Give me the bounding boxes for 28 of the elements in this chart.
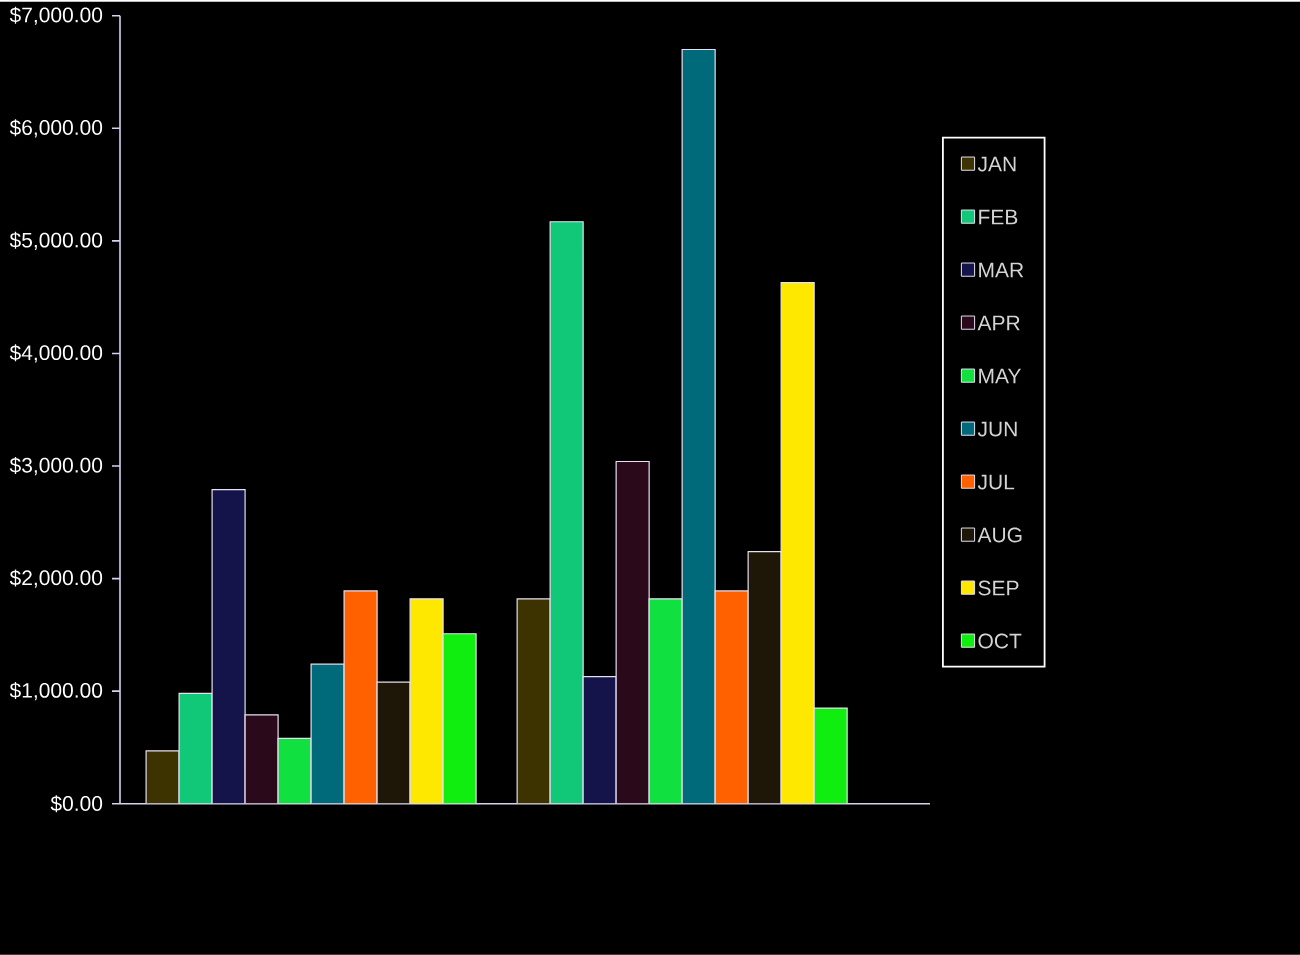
bar	[277, 737, 312, 804]
legend-label: MAY	[979, 368, 1021, 384]
legend-label: APR	[977, 315, 1020, 331]
y-tick-label: $0.00	[50, 795, 103, 813]
legend-label: SEP	[978, 580, 1019, 596]
y-tick-label: $1,000.00	[9, 682, 103, 701]
bar	[343, 590, 378, 804]
y-tick-label: $7,000.00	[9, 6, 103, 25]
y-tick-label: $6,000.00	[9, 119, 103, 138]
bar	[714, 590, 749, 804]
bar	[211, 489, 246, 804]
bar	[516, 598, 551, 804]
y-tick-label: $5,000.00	[9, 231, 103, 251]
legend-label: JUN	[977, 421, 1017, 437]
legend-label: JAN	[977, 156, 1016, 172]
bar	[582, 676, 617, 804]
y-tick-label: $2,000.00	[9, 569, 103, 588]
bar	[780, 282, 815, 804]
legend-label: OCT	[978, 633, 1022, 649]
legend-label: AUG	[977, 527, 1022, 543]
legend-label: MAR	[979, 262, 1024, 278]
y-tick-label: $3,000.00	[9, 457, 103, 476]
legend-label: FEB	[979, 209, 1018, 225]
bar	[145, 750, 180, 804]
legend-label: JUL	[977, 474, 1015, 490]
y-tick-label: $4,000.00	[9, 344, 103, 363]
bar	[409, 598, 444, 804]
bar	[648, 598, 683, 804]
